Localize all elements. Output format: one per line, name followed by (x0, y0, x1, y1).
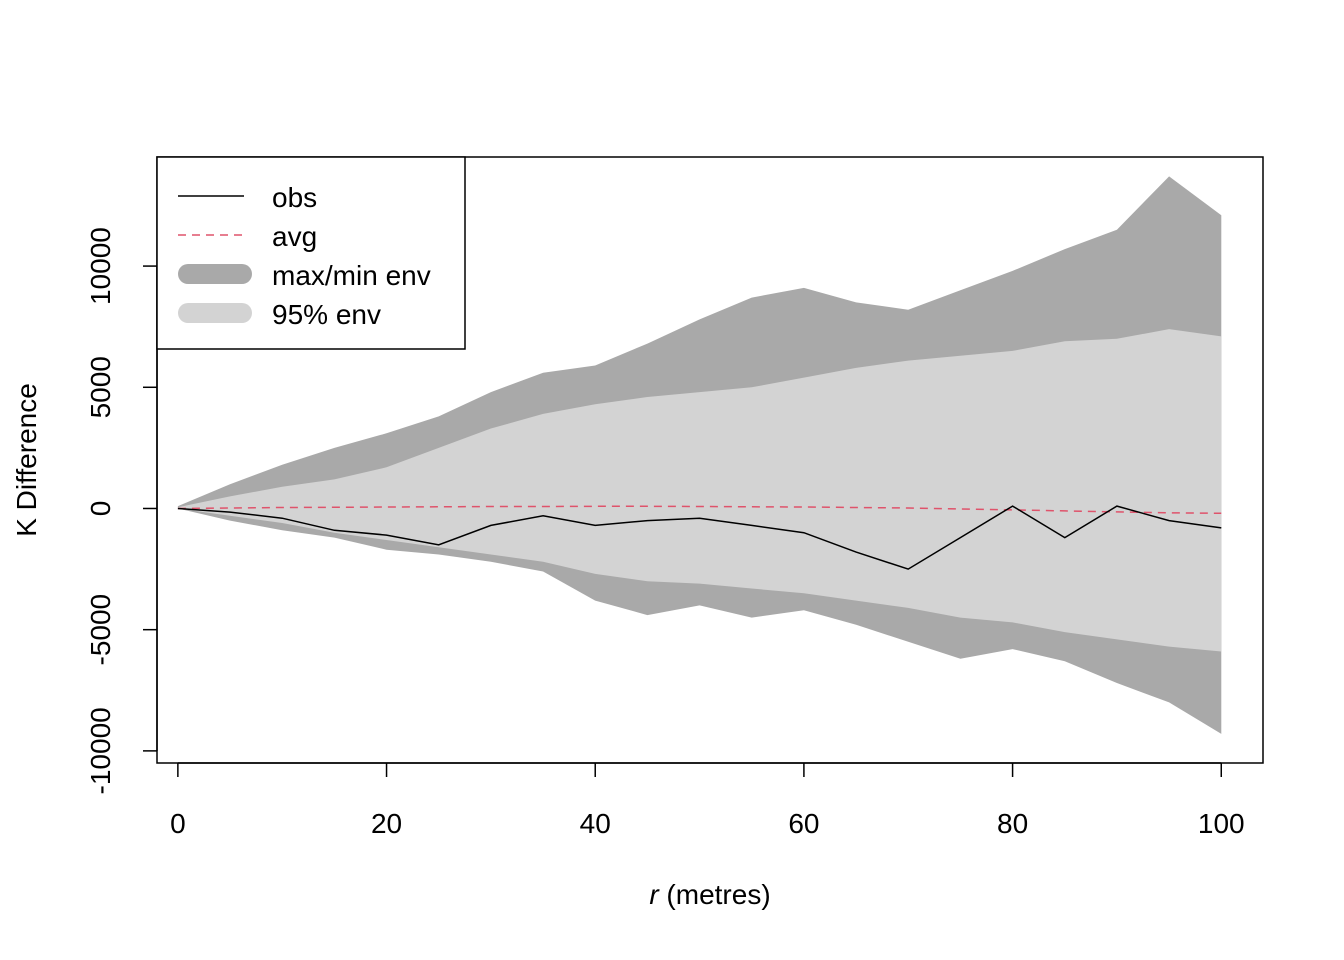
y-tick-label: 5000 (85, 356, 116, 418)
legend-label-maxmin: max/min env (272, 260, 431, 291)
obs-line (177, 505, 1222, 570)
legend-label-avg: avg (272, 221, 317, 252)
y-tick-label: -5000 (85, 594, 116, 666)
y-tick-label: 0 (85, 501, 116, 517)
x-tick-label: 80 (997, 808, 1028, 839)
y-tick-label: 10000 (85, 227, 116, 305)
x-tick-label: 40 (580, 808, 611, 839)
x-axis-label: r (metres) (649, 879, 770, 910)
avg-line (177, 505, 1222, 515)
legend-label-obs: obs (272, 182, 317, 213)
x-axis-label-italic: r (649, 879, 660, 910)
series-lines (177, 505, 1222, 570)
x-tick-label: 20 (371, 808, 402, 839)
x-axis: 0 20 40 60 80 100 (170, 762, 1245, 839)
x-tick-label: 100 (1198, 808, 1245, 839)
envelope-95-band (177, 329, 1222, 652)
y-axis: -10000 -5000 0 5000 10000 (85, 227, 158, 794)
legend: obs avg max/min env 95% env (156, 156, 466, 350)
y-axis-label: K Difference (11, 383, 42, 537)
envelope-bands (177, 176, 1222, 734)
x-axis-label-unit: (metres) (659, 879, 771, 910)
legend-label-95: 95% env (272, 299, 381, 330)
x-tick-label: 0 (170, 808, 186, 839)
x-tick-label: 60 (788, 808, 819, 839)
y-tick-label: -10000 (85, 707, 116, 794)
